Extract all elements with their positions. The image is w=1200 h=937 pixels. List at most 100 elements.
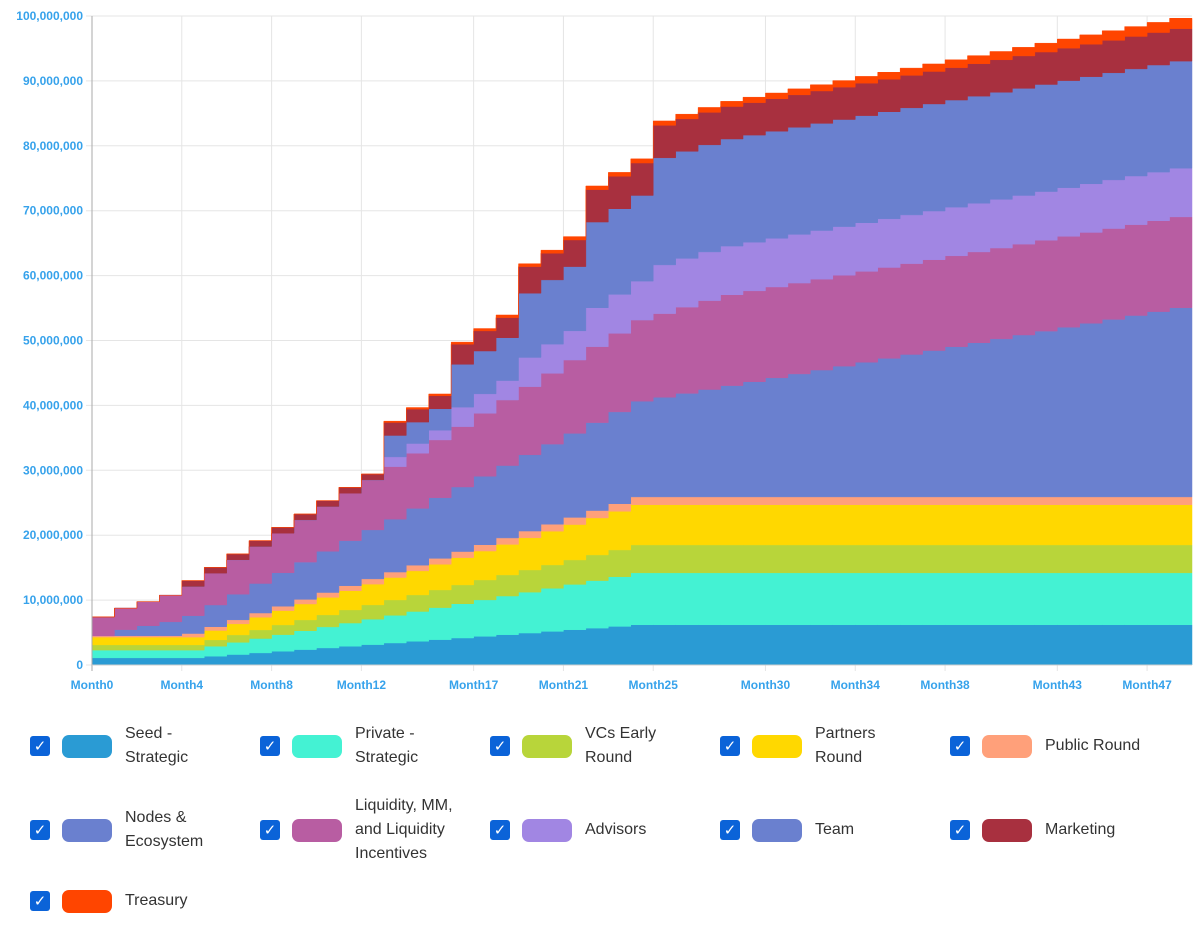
legend-label-line: VCs Early [585, 725, 657, 742]
legend-item-private-strategic[interactable]: ✓ Private - Strategic [260, 710, 490, 782]
legend-swatch [752, 818, 802, 842]
checkmark-icon: ✓ [33, 893, 47, 910]
legend-label: Marketing [1045, 818, 1175, 842]
legend-item-advisors[interactable]: ✓ Advisors [490, 794, 720, 866]
legend-swatch [62, 889, 112, 913]
legend-label-line: Private - [355, 725, 415, 742]
x-tick-label: Month47 [1122, 678, 1172, 692]
legend-label: Liquidity, MM, and Liquidity Incentives [355, 794, 485, 866]
legend-swatch [752, 734, 802, 758]
legend-item-liquidity-mm-and-liquidity-incentives[interactable]: ✓ Liquidity, MM, and Liquidity Incentives [260, 794, 490, 866]
legend-label: Public Round [1045, 734, 1175, 758]
series-areas [91, 18, 1193, 666]
legend-item-treasury[interactable]: ✓ Treasury [30, 865, 260, 937]
legend-checkbox[interactable]: ✓ [260, 820, 280, 840]
legend-label-line: Round [585, 749, 633, 766]
legend-swatch [292, 734, 342, 758]
legend-label-line: Team [815, 821, 855, 838]
legend-label-line: Public Round [1045, 737, 1141, 754]
legend-item-nodes-ecosystem[interactable]: ✓ Nodes & Ecosystem [30, 794, 260, 866]
checkmark-icon: ✓ [263, 738, 277, 755]
legend-checkbox[interactable]: ✓ [490, 736, 510, 756]
legend-item-partners-round[interactable]: ✓ Partners Round [720, 710, 950, 782]
legend-label-line: Partners [815, 725, 876, 742]
legend-label: Private - Strategic [355, 722, 485, 770]
x-tick-label: Month4 [160, 678, 203, 692]
legend-label-line: Advisors [585, 821, 647, 838]
legend-label-line: Seed - [125, 725, 173, 742]
checkmark-icon: ✓ [493, 738, 507, 755]
y-tick-label: 10,000,000 [23, 593, 83, 607]
x-tick-label: Month12 [337, 678, 387, 692]
y-tick-label: 20,000,000 [23, 528, 83, 542]
legend-label: Treasury [125, 889, 255, 913]
legend-checkbox[interactable]: ✓ [950, 736, 970, 756]
legend-item-team[interactable]: ✓ Team [720, 794, 950, 866]
x-tick-label: Month38 [920, 678, 970, 692]
legend-swatch [292, 818, 342, 842]
legend-checkbox[interactable]: ✓ [260, 736, 280, 756]
legend-label-line: Strategic [355, 749, 419, 766]
legend-swatch [982, 734, 1032, 758]
x-tick-label: Month30 [741, 678, 791, 692]
legend-label-line: Liquidity, MM, [355, 797, 453, 814]
legend-label: Partners Round [815, 722, 945, 770]
y-tick-label: 70,000,000 [23, 204, 83, 218]
legend-item-public-round[interactable]: ✓ Public Round [950, 710, 1180, 782]
y-tick-label: 40,000,000 [23, 398, 83, 412]
checkmark-icon: ✓ [33, 738, 47, 755]
checkmark-icon: ✓ [723, 822, 737, 839]
legend-item-vcs-early-round[interactable]: ✓ VCs Early Round [490, 710, 720, 782]
legend-label-line: Treasury [125, 892, 188, 909]
checkmark-icon: ✓ [723, 738, 737, 755]
checkmark-icon: ✓ [493, 822, 507, 839]
legend-swatch [522, 818, 572, 842]
x-tick-label: Month21 [539, 678, 589, 692]
y-tick-label: 0 [76, 658, 83, 672]
y-tick-label: 80,000,000 [23, 139, 83, 153]
legend-swatch [982, 818, 1032, 842]
x-tick-label: Month43 [1033, 678, 1083, 692]
legend-checkbox[interactable]: ✓ [30, 736, 50, 756]
legend-label-line: Nodes & [125, 809, 187, 826]
x-tick-label: Month0 [71, 678, 114, 692]
checkmark-icon: ✓ [953, 822, 967, 839]
y-tick-label: 100,000,000 [16, 9, 83, 23]
legend-checkbox[interactable]: ✓ [720, 820, 740, 840]
checkmark-icon: ✓ [263, 822, 277, 839]
legend-label-line: Incentives [355, 845, 428, 862]
legend-checkbox[interactable]: ✓ [30, 891, 50, 911]
legend-swatch [62, 734, 112, 758]
legend-swatch [522, 734, 572, 758]
legend-label: Team [815, 818, 945, 842]
legend-checkbox[interactable]: ✓ [950, 820, 970, 840]
legend-label: VCs Early Round [585, 722, 715, 770]
legend-label-line: and Liquidity [355, 821, 445, 838]
legend-checkbox[interactable]: ✓ [30, 820, 50, 840]
legend-item-marketing[interactable]: ✓ Marketing [950, 794, 1180, 866]
x-tick-label: Month25 [629, 678, 679, 692]
legend-label-line: Marketing [1045, 821, 1116, 838]
checkmark-icon: ✓ [953, 738, 967, 755]
area-treasury [92, 18, 1193, 618]
axes: 0 10,000,000 20,000,000 30,000,000 40,000,00… [16, 9, 1192, 692]
y-tick-label: 60,000,000 [23, 269, 83, 283]
x-tick-label: Month34 [831, 678, 881, 692]
y-tick-label: 50,000,000 [23, 334, 83, 348]
legend-checkbox[interactable]: ✓ [720, 736, 740, 756]
legend-label-line: Strategic [125, 749, 189, 766]
stacked-area-chart: 0 10,000,000 20,000,000 30,000,000 40,000,00… [16, 9, 1193, 692]
y-tick-label: 90,000,000 [23, 74, 83, 88]
legend-swatch [62, 818, 112, 842]
x-tick-label: Month17 [449, 678, 499, 692]
x-tick-label: Month8 [250, 678, 293, 692]
legend-label-line: Ecosystem [125, 833, 204, 850]
checkmark-icon: ✓ [33, 822, 47, 839]
y-tick-label: 30,000,000 [23, 463, 83, 477]
legend-label-line: Round [815, 749, 863, 766]
legend-label: Nodes & Ecosystem [125, 806, 255, 854]
legend-label: Advisors [585, 818, 715, 842]
legend-checkbox[interactable]: ✓ [490, 820, 510, 840]
legend-label: Seed - Strategic [125, 722, 255, 770]
legend-item-seed-strategic[interactable]: ✓ Seed - Strategic [30, 710, 260, 782]
